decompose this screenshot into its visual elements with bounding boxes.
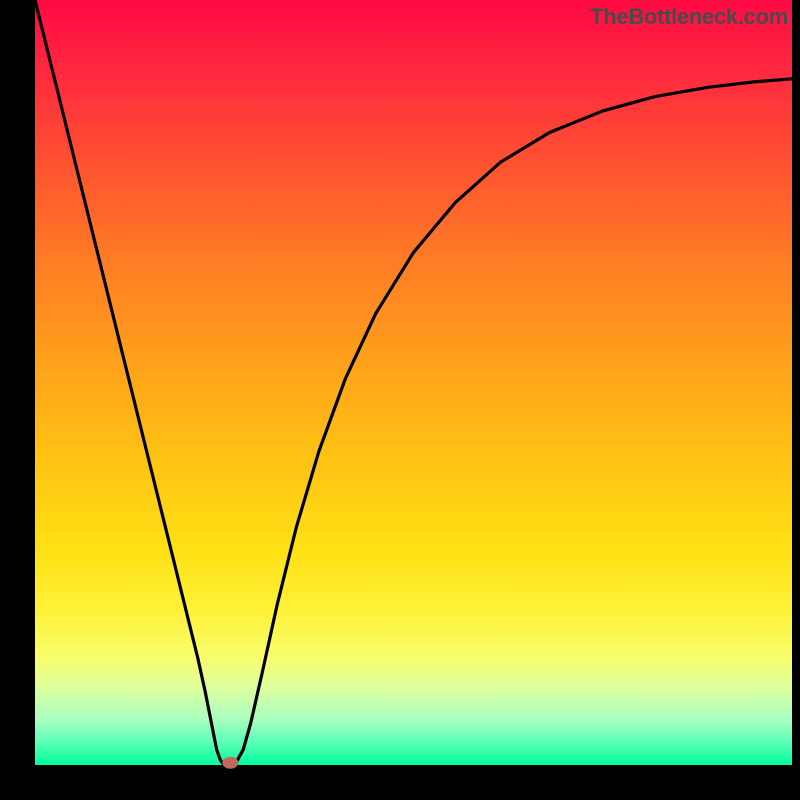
chart-svg [35,0,792,765]
frame-right [792,0,800,800]
frame-left [0,0,35,800]
watermark-text: TheBottleneck.com [590,4,788,30]
plot-area [35,0,792,765]
optimum-marker [222,757,238,769]
frame-bottom [0,765,800,800]
gradient-background [35,0,792,765]
